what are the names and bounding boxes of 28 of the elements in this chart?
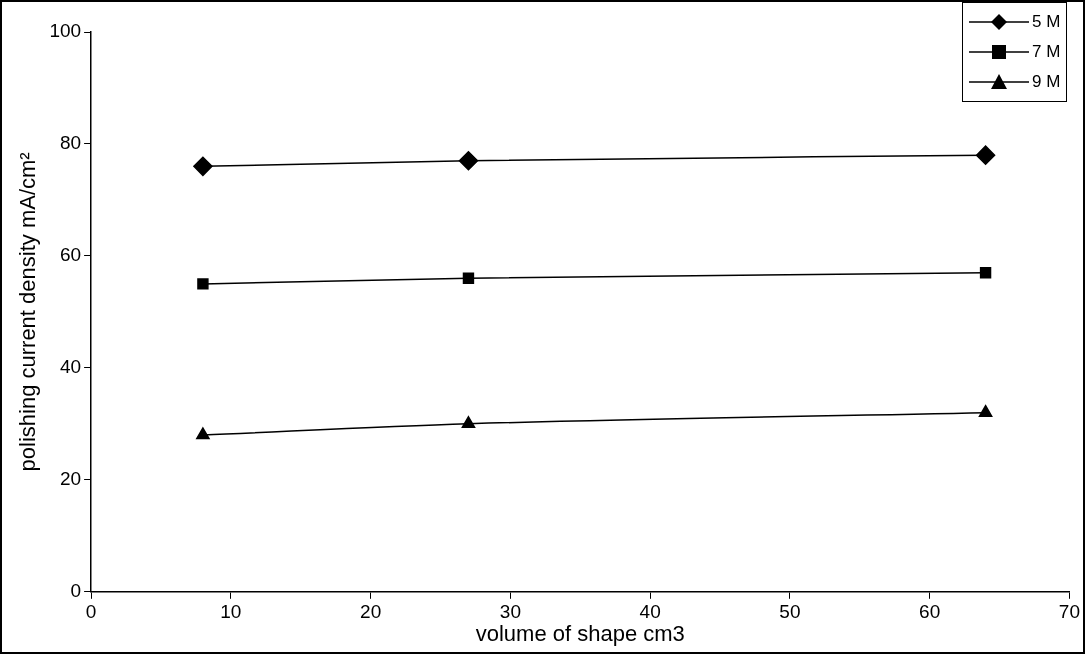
legend-label: 9 M	[1032, 72, 1061, 92]
y-tick-label: 60	[59, 244, 82, 266]
x-tick-label: 40	[639, 601, 661, 623]
y-tick-label: 80	[59, 132, 82, 154]
legend-label: 5 M	[1032, 12, 1061, 32]
legend-label: 7 M	[1032, 42, 1061, 62]
x-tick-label: 60	[919, 601, 941, 623]
y-tick-label: 20	[59, 468, 82, 490]
point	[461, 416, 476, 429]
x-axis-title: volume of shape cm3	[475, 620, 685, 646]
y-axis-title: polishing current density mA/cm²	[15, 152, 41, 472]
point	[978, 404, 993, 417]
x-tick-label: 0	[85, 601, 97, 623]
point	[975, 145, 996, 165]
x-tick-label: 10	[220, 601, 242, 623]
point	[193, 156, 213, 177]
y-tick-label: 40	[59, 356, 82, 378]
x-tick-label: 30	[499, 601, 521, 623]
x-tick-label: 20	[360, 601, 382, 623]
point	[458, 151, 479, 171]
point	[979, 267, 992, 279]
y-tick-label: 100	[49, 20, 82, 42]
y-tick-label: 0	[70, 580, 82, 602]
point	[462, 272, 475, 285]
x-tick-label: 70	[1058, 601, 1080, 623]
point	[197, 278, 209, 290]
x-tick-label: 50	[779, 601, 801, 623]
point	[196, 427, 210, 440]
